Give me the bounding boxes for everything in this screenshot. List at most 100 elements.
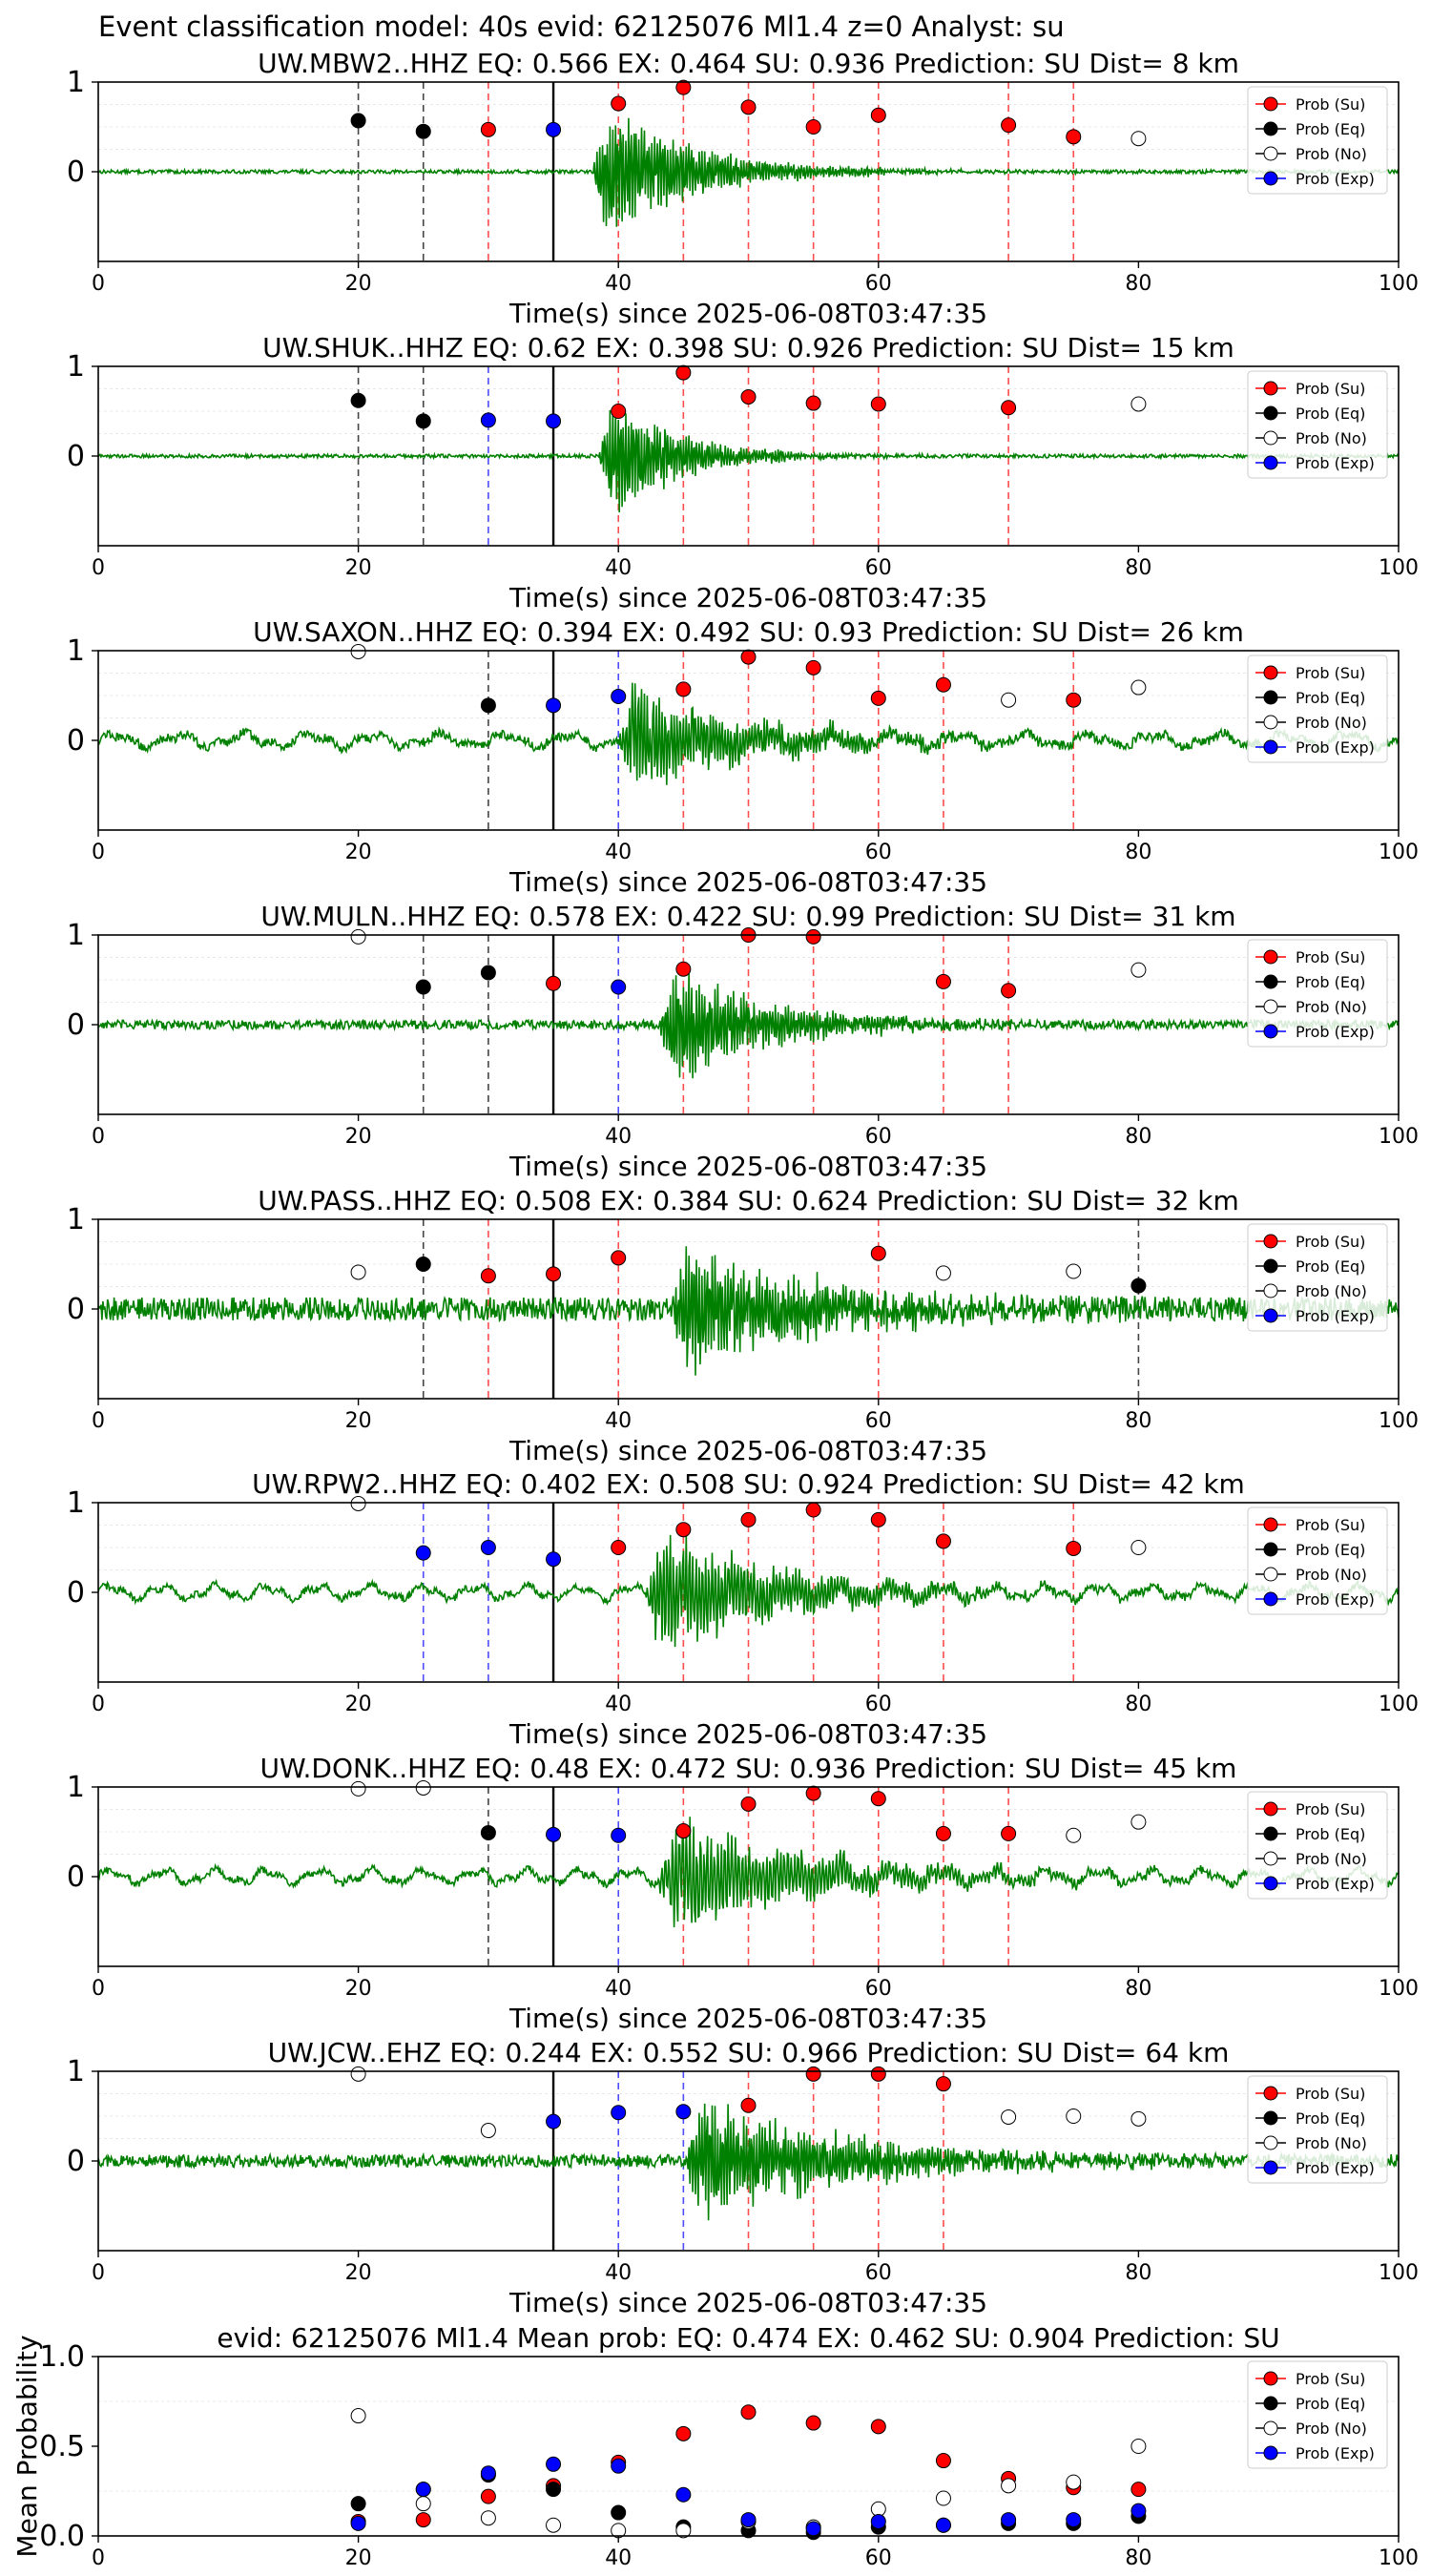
legend-label-eq: Prob (Eq): [1296, 1257, 1365, 1276]
panel-title: UW.MBW2..HHZ EQ: 0.566 EX: 0.464 SU: 0.9…: [258, 48, 1239, 79]
legend-marker-no: [1263, 715, 1278, 730]
panel-9: evid: 62125076 Ml1.4 Mean prob: EQ: 0.47…: [11, 2322, 1419, 2570]
prob-point-su: [1066, 129, 1082, 145]
prob-point-su: [611, 404, 627, 419]
panel-4: UW.MULN..HHZ EQ: 0.578 EX: 0.422 SU: 0.9…: [67, 901, 1419, 1182]
legend-label-eq: Prob (Eq): [1296, 689, 1365, 707]
prob-point-su: [1066, 692, 1082, 708]
prob-point-su: [546, 975, 562, 991]
x-tick-label: 60: [865, 1977, 892, 2001]
legend-label-exp: Prob (Exp): [1296, 1590, 1375, 1609]
x-tick-label: 100: [1379, 272, 1419, 296]
prob-point-su: [870, 1791, 886, 1807]
x-tick-label: 20: [345, 1409, 372, 1433]
panel-5: UW.PASS..HHZ EQ: 0.508 EX: 0.384 SU: 0.6…: [67, 1185, 1419, 1466]
x-tick-label: 20: [345, 2546, 372, 2570]
x-tick-label: 20: [345, 2261, 372, 2285]
legend-label-su: Prob (Su): [1296, 664, 1365, 682]
prob-point-su: [805, 1502, 821, 1518]
x-tick-label: 100: [1379, 2261, 1419, 2285]
waveform-trace: [98, 117, 1399, 227]
legend-label-exp: Prob (Exp): [1296, 738, 1375, 757]
waveform-trace: [98, 409, 1399, 513]
prob-point-exp: [546, 121, 562, 137]
mean-point-su: [805, 2415, 821, 2431]
prob-point-no: [1130, 962, 1147, 978]
x-tick-label: 100: [1379, 1977, 1419, 2001]
prob-point-no: [350, 928, 366, 945]
legend-label-su: Prob (Su): [1296, 1516, 1365, 1534]
prob-point-eq: [350, 392, 366, 408]
x-tick-label: 80: [1125, 841, 1151, 864]
x-tick-label: 60: [865, 841, 892, 864]
mean-point-eq: [611, 2504, 627, 2521]
legend-box: [1247, 654, 1388, 763]
legend-marker-exp: [1263, 2445, 1278, 2461]
x-tick-label: 0: [92, 1977, 105, 2001]
legend-label-exp: Prob (Exp): [1296, 1307, 1375, 1325]
prob-point-no: [350, 2066, 366, 2082]
x-tick-label: 0: [92, 841, 105, 864]
prob-point-exp: [546, 2113, 562, 2129]
prob-point-no: [1066, 2109, 1082, 2124]
prob-point-exp: [546, 697, 562, 714]
prob-point-exp: [611, 979, 627, 995]
prob-point-no: [1001, 692, 1017, 708]
y-tick-label: 1: [67, 66, 85, 99]
prob-point-su: [935, 2076, 951, 2092]
mean-point-exp: [480, 2465, 496, 2482]
x-tick-label: 80: [1125, 272, 1151, 296]
x-axis-label: Time(s) since 2025-06-08T03:47:35: [508, 2287, 987, 2318]
x-tick-label: 60: [865, 556, 892, 580]
prob-point-eq: [480, 1824, 496, 1840]
prob-point-su: [675, 681, 692, 697]
prob-point-no: [1130, 396, 1147, 412]
y-tick-label: 0: [67, 1008, 85, 1042]
mean-point-su: [415, 2512, 431, 2528]
legend-marker-eq: [1263, 1258, 1278, 1274]
prob-point-su: [480, 121, 496, 137]
legend-label-su: Prob (Su): [1296, 2085, 1365, 2103]
legend-marker-su: [1263, 2086, 1278, 2101]
x-tick-label: 80: [1125, 1125, 1151, 1149]
x-tick-label: 80: [1125, 1693, 1151, 1716]
x-tick-label: 20: [345, 1693, 372, 1716]
prob-point-exp: [675, 2104, 692, 2120]
y-tick-label: 1.0: [39, 2340, 85, 2374]
legend-box: [1247, 370, 1388, 479]
legend-label-no: Prob (No): [1296, 429, 1367, 447]
legend-marker-eq: [1263, 2110, 1278, 2126]
prob-point-su: [805, 928, 821, 945]
x-tick-label: 0: [92, 1125, 105, 1149]
x-tick-label: 100: [1379, 1409, 1419, 1433]
mean-point-exp: [675, 2486, 692, 2503]
x-axis-label: Time(s) since 2025-06-08T03:47:35: [508, 2003, 987, 2034]
x-tick-label: 80: [1125, 556, 1151, 580]
prob-point-no: [1130, 131, 1147, 147]
mean-point-su: [480, 2488, 496, 2504]
x-tick-label: 40: [605, 841, 632, 864]
prob-point-su: [870, 396, 886, 412]
legend-marker-no: [1263, 146, 1278, 161]
mean-point-exp: [805, 2521, 821, 2537]
prob-point-no: [480, 2123, 496, 2139]
prob-point-su: [740, 2097, 757, 2113]
prob-point-su: [611, 1540, 627, 1555]
prob-point-eq: [480, 697, 496, 714]
prob-point-su: [675, 79, 692, 95]
y-tick-label: 0: [67, 156, 85, 189]
x-tick-label: 100: [1379, 556, 1419, 580]
x-axis-label: Time(s) since 2025-06-08T03:47:35: [508, 298, 987, 329]
prob-point-exp: [611, 688, 627, 704]
panel-title: UW.RPW2..HHZ EQ: 0.402 EX: 0.508 SU: 0.9…: [252, 1468, 1245, 1500]
legend-marker-eq: [1263, 1542, 1278, 1557]
legend-marker-no: [1263, 2420, 1278, 2436]
waveform-trace: [98, 1246, 1399, 1376]
prob-point-no: [1130, 2110, 1147, 2127]
panel-title: UW.DONK..HHZ EQ: 0.48 EX: 0.472 SU: 0.93…: [260, 1753, 1237, 1784]
x-tick-label: 40: [605, 1977, 632, 2001]
legend-marker-exp: [1263, 1308, 1278, 1323]
x-tick-label: 40: [605, 1409, 632, 1433]
y-tick-label: 1: [67, 1771, 85, 1804]
prob-point-eq: [1130, 1278, 1147, 1294]
